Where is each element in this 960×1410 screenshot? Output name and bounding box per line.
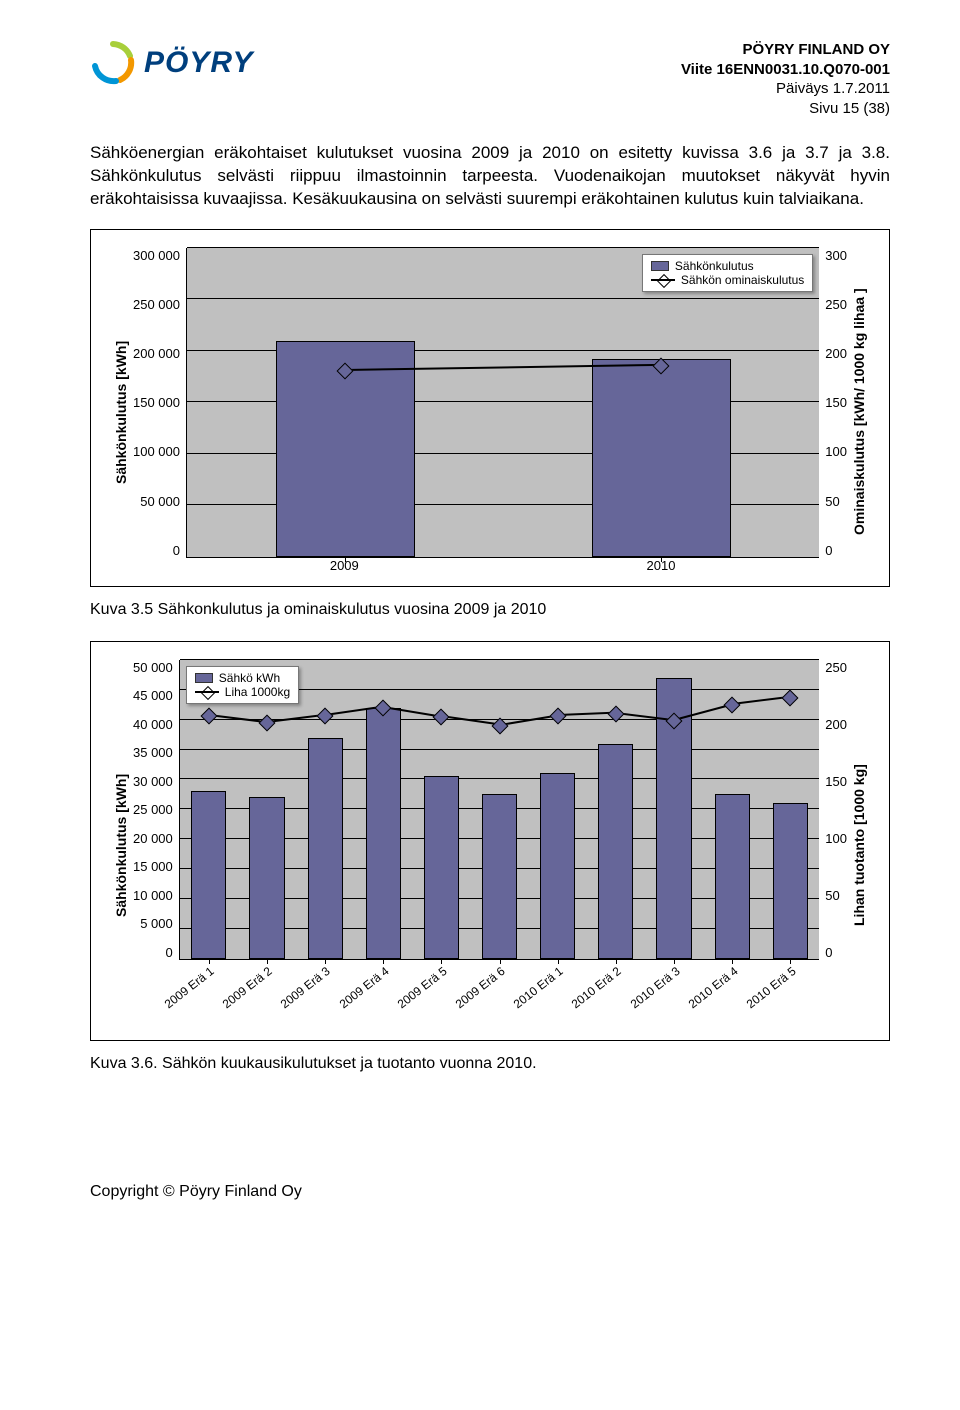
chart-1: Sähkönkulutus [kWh] 300 000250 000200 00… bbox=[90, 229, 890, 587]
bar bbox=[715, 794, 750, 958]
caption-1: Kuva 3.5 Sähkonkulutus ja ominaiskulutus… bbox=[90, 601, 890, 619]
line-marker bbox=[724, 697, 741, 714]
document-page: PÖYRY PÖYRY FINLAND OY Viite 16ENN0031.1… bbox=[0, 0, 960, 1231]
bar bbox=[598, 744, 633, 959]
x-axis-label: 2010 Erä 3 bbox=[627, 964, 682, 1011]
chart2-y2-ticks: 250200150100500 bbox=[819, 660, 847, 960]
logo-text: PÖYRY bbox=[144, 46, 254, 80]
chart2-y-label: Sähkönkulutus [kWh] bbox=[109, 660, 133, 1030]
x-axis-label: 2010 Erä 4 bbox=[686, 964, 741, 1011]
chart2-x-ticks: 2009 Erä 12009 Erä 22009 Erä 32009 Erä 4… bbox=[179, 960, 820, 1030]
caption-2: Kuva 3.6. Sähkön kuukausikulutukset ja t… bbox=[90, 1055, 890, 1073]
line-marker bbox=[549, 708, 566, 725]
page-number: Sivu 15 (38) bbox=[681, 99, 890, 119]
bar bbox=[366, 708, 401, 959]
copyright: Copyright © Pöyry Finland Oy bbox=[90, 1183, 890, 1201]
date: Päiväys 1.7.2011 bbox=[681, 79, 890, 99]
header-info: PÖYRY FINLAND OY Viite 16ENN0031.10.Q070… bbox=[681, 40, 890, 118]
bar bbox=[424, 776, 459, 958]
line-marker bbox=[200, 708, 217, 725]
bar bbox=[773, 803, 808, 958]
x-axis-label: 2009 Erä 2 bbox=[220, 964, 275, 1011]
bar bbox=[482, 794, 517, 958]
x-axis-label: 2009 Erä 3 bbox=[278, 964, 333, 1011]
page-header: PÖYRY PÖYRY FINLAND OY Viite 16ENN0031.1… bbox=[90, 40, 890, 118]
company-name: PÖYRY FINLAND OY bbox=[681, 40, 890, 60]
chart1-y2-ticks: 300250200150100500 bbox=[819, 248, 847, 558]
chart1-plot: SähkönkulutusSähkön ominaiskulutus bbox=[186, 248, 819, 558]
line-marker bbox=[258, 715, 275, 732]
bar bbox=[592, 359, 731, 557]
x-axis-label: 2010 bbox=[647, 558, 676, 573]
x-axis-label: 2009 Erä 1 bbox=[162, 964, 217, 1011]
chart1-x-ticks: 2009 2010 bbox=[186, 558, 819, 576]
line-marker bbox=[491, 717, 508, 734]
chart-legend: Sähkö kWhLiha 1000kg bbox=[186, 666, 299, 704]
x-axis-label: 2009 Erä 4 bbox=[336, 964, 391, 1011]
line-marker bbox=[317, 708, 334, 725]
logo: PÖYRY bbox=[90, 40, 254, 86]
x-axis-label: 2009 bbox=[330, 558, 359, 573]
chart2-plot: Sähkö kWhLiha 1000kg bbox=[179, 660, 820, 960]
chart1-y-label: Sähkönkulutus [kWh] bbox=[109, 248, 133, 576]
bar bbox=[191, 791, 226, 958]
x-axis-label: 2010 Erä 5 bbox=[744, 964, 799, 1011]
line-marker bbox=[782, 690, 799, 707]
chart1-y-ticks: 300 000250 000200 000150 000100 00050 00… bbox=[133, 248, 186, 558]
x-axis-label: 2010 Erä 2 bbox=[569, 964, 624, 1011]
bar bbox=[308, 738, 343, 959]
chart-2: Sähkönkulutus [kWh] 50 00045 00040 00035… bbox=[90, 641, 890, 1041]
x-axis-label: 2009 Erä 5 bbox=[395, 964, 450, 1011]
chart2-y-ticks: 50 00045 00040 00035 00030 00025 00020 0… bbox=[133, 660, 179, 960]
chart2-y2-label: Lihan tuotanto [1000 kg] bbox=[847, 660, 871, 1030]
bar bbox=[249, 797, 284, 958]
chart-legend: SähkönkulutusSähkön ominaiskulutus bbox=[642, 254, 813, 292]
logo-icon bbox=[90, 40, 136, 86]
x-axis-label: 2009 Erä 6 bbox=[453, 964, 508, 1011]
bar bbox=[540, 773, 575, 958]
x-axis-label: 2010 Erä 1 bbox=[511, 964, 566, 1011]
reference: Viite 16ENN0031.10.Q070-001 bbox=[681, 60, 890, 80]
chart1-y2-label: Ominaiskulutus [kWh/ 1000 kg lihaa ] bbox=[847, 248, 871, 576]
line-marker bbox=[433, 709, 450, 726]
paragraph-1: Sähköenergian eräkohtaiset kulutukset vu… bbox=[90, 142, 890, 211]
